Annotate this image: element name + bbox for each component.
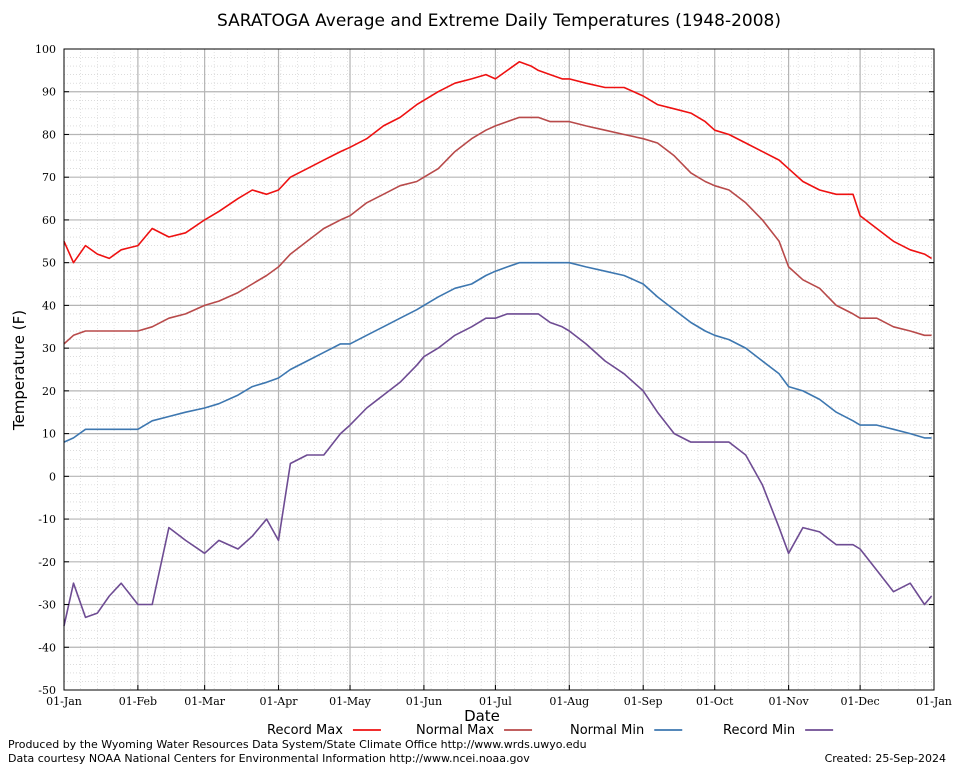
x-tick-label: 01-Sep (624, 695, 663, 708)
x-tick-label: 01-Jun (406, 695, 442, 708)
x-tick-label: 01-Jul (479, 695, 512, 708)
x-tick-label: 01-Jan (916, 695, 952, 708)
series-line-normal-min (63, 261, 932, 443)
footer-created: Created: 25-Sep-2024 (824, 752, 946, 765)
y-tick-label: 90 (42, 86, 56, 99)
series-line-record-max (63, 60, 933, 264)
y-tick-label: 100 (35, 43, 56, 56)
x-tick-label: 01-Jan (46, 695, 82, 708)
x-tick-label: 01-Aug (549, 695, 589, 708)
footer-produced-by: Produced by the Wyoming Water Resources … (8, 738, 587, 751)
x-axis-label: Date (464, 707, 500, 725)
y-tick-label: 70 (42, 171, 56, 184)
y-tick-label: -10 (38, 513, 56, 526)
chart-title: SARATOGA Average and Extreme Daily Tempe… (217, 11, 781, 31)
legend-label: Record Max (267, 723, 343, 738)
legend-label: Normal Min (570, 723, 644, 738)
y-tick-label: -20 (38, 556, 56, 569)
series-lines (63, 60, 933, 627)
legend-label: Record Min (723, 723, 795, 738)
y-tick-label: -50 (38, 684, 56, 697)
y-tick-label: 30 (42, 342, 56, 355)
grid (64, 49, 934, 690)
x-axis-ticks: 01-Jan 01-Feb 01-Mar 01-Apr 01-May 01-Jun 01-J… (46, 685, 952, 708)
series-line-normal-max (63, 116, 932, 345)
legend: Record Max Normal Max Normal Min Record Min (267, 723, 834, 738)
y-tick-label: -40 (38, 641, 56, 654)
footer-data-courtesy: Data courtesy NOAA National Centers for … (8, 752, 530, 765)
y-tick-label: 0 (49, 470, 56, 483)
y-tick-label: 40 (42, 299, 56, 312)
y-tick-label: 20 (42, 385, 56, 398)
x-tick-label: 01-May (329, 695, 372, 708)
y-tick-label: 10 (42, 428, 56, 441)
y-tick-label: 60 (42, 214, 56, 227)
x-tick-label: 01-Oct (696, 695, 734, 708)
y-tick-label: 50 (42, 257, 56, 270)
x-tick-label: 01-Dec (841, 695, 880, 708)
plot-frame (63, 48, 935, 691)
y-tick-label: -30 (38, 599, 56, 612)
x-tick-label: 01-Mar (184, 695, 226, 708)
legend-label: Normal Max (416, 723, 494, 738)
x-tick-label: 01-Feb (119, 695, 157, 708)
x-tick-label: 01-Nov (769, 695, 810, 708)
series-line-record-min (63, 313, 933, 627)
y-axis-label: Temperature (F) (10, 310, 28, 431)
y-tick-label: 80 (42, 128, 56, 141)
x-tick-label: 01-Apr (260, 695, 299, 708)
